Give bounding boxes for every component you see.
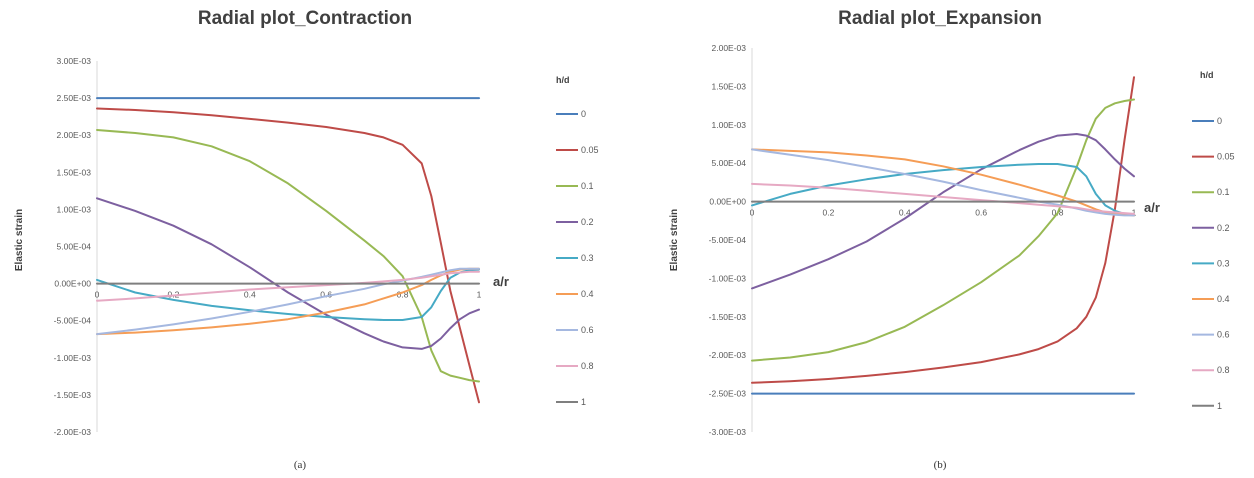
y-tick-label: 2.00E-03	[57, 130, 92, 140]
legend: 0 0.05 0.1 0.2 0.3 0.4 0.6 0.8 1	[1192, 116, 1235, 411]
series-line-0-05	[96, 107, 480, 404]
legend-label: 1	[1217, 401, 1222, 411]
axes: 3.00E-03 2.50E-03 2.00E-03 1.50E-03 1.00E-03…	[54, 56, 482, 437]
y-tick-label: 0.00E+00	[54, 279, 91, 289]
y-tick-label: -1.00E-03	[709, 273, 747, 283]
legend-label: 0.6	[1217, 330, 1230, 340]
legend: 0 0.05 0.1 0.2 0.3 0.4 0.6 0.8 1	[556, 109, 599, 407]
series-line-0-8	[96, 270, 480, 302]
legend-label: 0.8	[581, 361, 594, 371]
y-tick-label: -1.50E-03	[54, 390, 92, 400]
y-tick-label: -5.00E-04	[709, 235, 747, 245]
y-tick-label: -5.00E-04	[54, 316, 92, 326]
y-tick-label: 1.50E-03	[57, 167, 92, 177]
series-group	[751, 76, 1135, 395]
legend-title: h/d	[1200, 70, 1214, 80]
series-line-0-3	[96, 268, 480, 321]
x-tick-label: 0.4	[899, 208, 911, 218]
legend-label: 0.1	[1217, 187, 1230, 197]
x-axis-label: a/r	[1144, 200, 1160, 215]
legend-title: h/d	[556, 75, 570, 85]
y-tick-label: 0.00E+00	[709, 197, 746, 207]
series-line-0-2	[751, 133, 1135, 290]
series-line-0-1	[751, 98, 1135, 362]
legend-label: 0.2	[581, 217, 594, 227]
x-tick-label: 0.2	[822, 208, 834, 218]
x-axis-label: a/r	[493, 274, 509, 289]
x-tick-label: 0.8	[397, 290, 409, 300]
x-tick-label: 1	[477, 290, 482, 300]
y-tick-label: 1.00E-03	[57, 204, 92, 214]
legend-label: 0.3	[581, 253, 594, 263]
y-tick-label: -2.00E-03	[54, 427, 92, 437]
expansion-chart: Radial plot_Expansion Elastic strain a/r…	[669, 8, 1235, 471]
legend-label: 0.8	[1217, 365, 1230, 375]
legend-label: 0.05	[581, 145, 599, 155]
contraction-chart: Radial plot_Contraction Elastic strain a…	[14, 8, 599, 471]
y-tick-label: 5.00E-04	[712, 158, 747, 168]
x-tick-label: 0.4	[244, 290, 256, 300]
y-tick-label: -1.50E-03	[709, 312, 747, 322]
y-tick-label: 5.00E-04	[57, 242, 92, 252]
legend-label: 0.2	[1217, 223, 1230, 233]
legend-label: 0.4	[1217, 294, 1230, 304]
axes: 2.00E-03 1.50E-03 1.00E-03 5.00E-04 0.00E+00…	[709, 43, 1137, 437]
y-axis-label: Elastic strain	[669, 209, 680, 271]
x-tick-label: 1	[1132, 208, 1137, 218]
y-tick-label: 1.50E-03	[712, 81, 747, 91]
legend-label: 0.3	[1217, 258, 1230, 268]
x-tick-label: 0.6	[975, 208, 987, 218]
x-tick-label: 0	[750, 208, 755, 218]
legend-label: 0	[1217, 116, 1222, 126]
legend-label: 0.1	[581, 181, 594, 191]
series-line-0-8	[751, 182, 1135, 215]
x-tick-label: 0	[95, 290, 100, 300]
y-tick-label: -2.00E-03	[709, 350, 747, 360]
y-tick-label: -3.00E-03	[709, 427, 747, 437]
y-tick-label: -1.00E-03	[54, 353, 92, 363]
figure-caption-a: (a)	[294, 459, 307, 471]
series-line-0-1	[96, 129, 480, 383]
y-tick-label: 2.50E-03	[57, 93, 92, 103]
y-tick-label: 3.00E-03	[57, 56, 92, 66]
legend-label: 1	[581, 397, 586, 407]
legend-label: 0	[581, 109, 586, 119]
chart-title-expansion: Radial plot_Expansion	[838, 8, 1042, 29]
series-line-0-4	[96, 267, 480, 336]
legend-label: 0.6	[581, 325, 594, 335]
legend-label: 0.4	[581, 289, 594, 299]
series-line-0-3	[751, 163, 1135, 217]
series-line-0-2	[96, 197, 480, 350]
series-line-0-6	[751, 148, 1135, 217]
legend-label: 0.05	[1217, 152, 1235, 162]
y-tick-label: -2.50E-03	[709, 389, 747, 399]
y-tick-label: 1.00E-03	[712, 120, 747, 130]
y-tick-label: 2.00E-03	[712, 43, 747, 53]
chart-title-contraction: Radial plot_Contraction	[198, 8, 412, 29]
series-line-0-05	[751, 76, 1135, 384]
y-axis-label: Elastic strain	[14, 209, 25, 271]
figure-caption-b: (b)	[934, 459, 947, 471]
x-tick-label: 0.6	[320, 290, 332, 300]
series-line-0-4	[751, 148, 1135, 217]
series-group	[96, 97, 480, 404]
